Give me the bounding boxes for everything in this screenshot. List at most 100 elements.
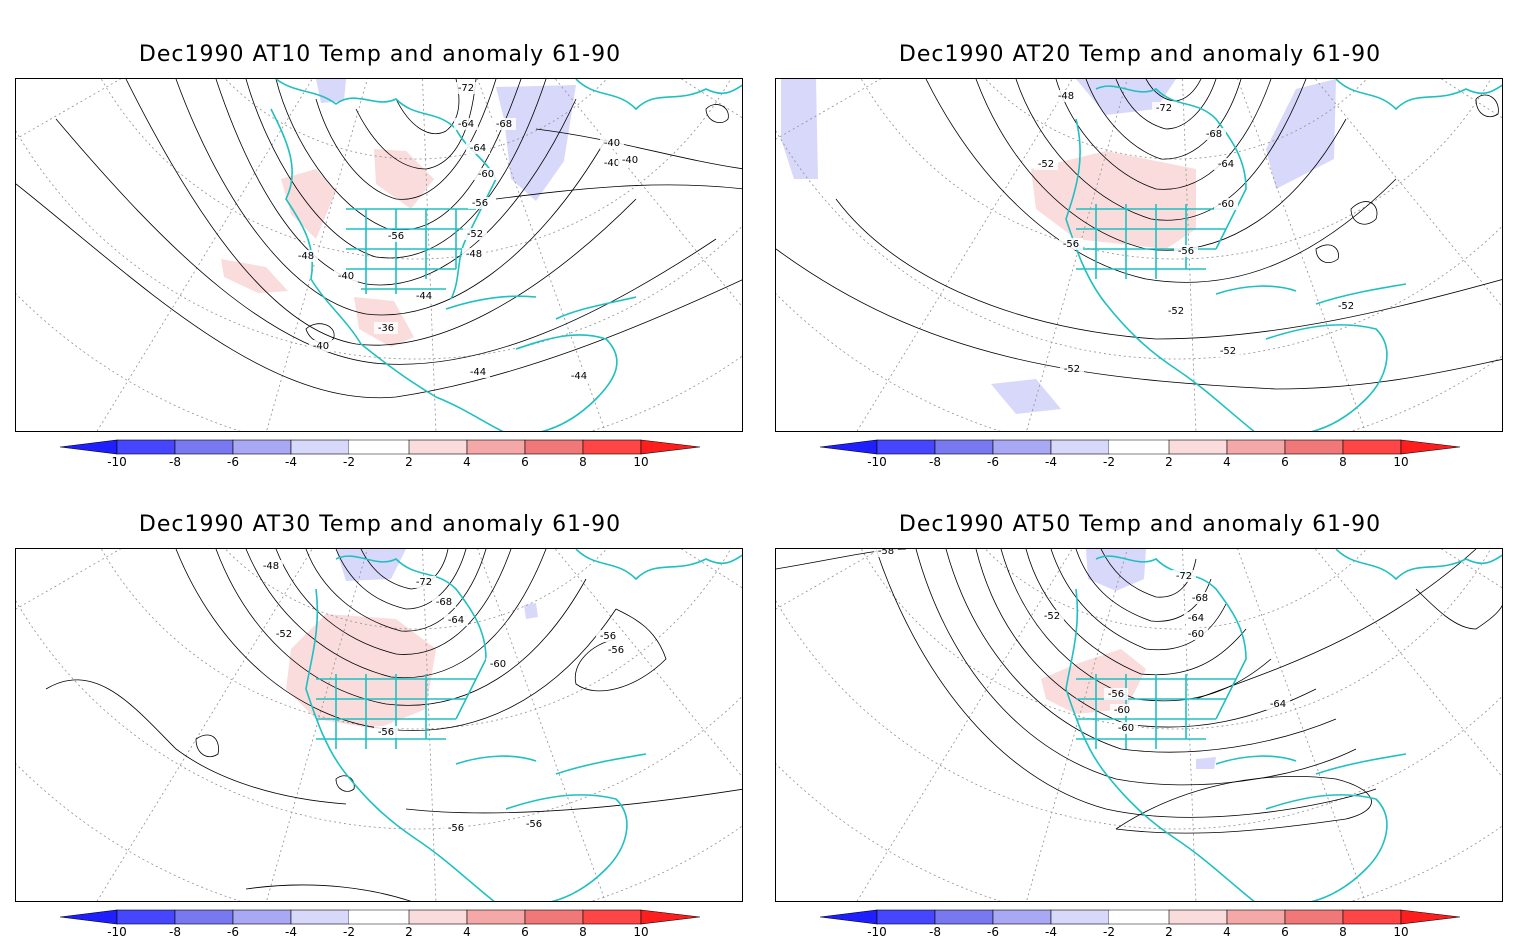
colorbar-swatch [232,909,292,925]
colorbar-swatch [59,439,118,455]
contour-label: -72 [416,577,432,588]
contour-label-bg [374,322,398,334]
colorbar-outline [1109,439,1169,455]
contour-label-bg [334,270,358,282]
contour-label-bg [1334,300,1358,312]
coastlines [1065,549,1502,901]
colorbar-tick-label: 2 [1165,925,1173,939]
colorbar-tick-label: 2 [405,925,413,939]
pos-anomaly-region [374,149,434,209]
map-plot: -72-68-64-64-60-56-56 -52-48 -48-44-40-40-… [16,79,742,431]
contour-label: -60 [1188,629,1204,640]
colorbar-swatch [934,909,994,925]
anomaly-shading [781,79,1336,414]
contour-label-bg [432,596,456,608]
contour-label-bg [1164,305,1188,317]
contour-label: -56 [472,198,488,209]
neg-anomaly-region [1266,79,1336,189]
colorbar-tick-label: 6 [1281,925,1289,939]
contour-label-bg [444,822,468,834]
colorbar-tick-label: 6 [1281,455,1289,469]
pos-anomaly-region [1031,151,1196,249]
contour-labels: -48 -72 -68 -64 -52 -60 -56 -56 -56 -56 -56 [259,560,628,834]
panel-title: Dec1990 AT10 Temp and anomaly 61-90 [138,42,622,67]
panel-title: Dec1990 AT20 Temp and anomaly 61-90 [898,42,1382,67]
coastlines [1065,79,1502,431]
contour-label-bg [412,576,436,588]
colorbar-swatch [582,439,642,455]
contour-label: -68 [1206,129,1222,140]
colorbar-swatch [1050,909,1110,925]
colorbar-tick-label: 10 [1393,925,1408,939]
contour-label: -40 [338,271,354,282]
contour-label-bg [454,82,478,94]
contour-label: -52 [1038,159,1054,170]
map-frame: -72 -68 -64 -64 -60 -56 -56 -52 -48 -48 -44 -40 -40-… [15,78,743,432]
contour-label-bg [259,560,283,572]
colorbar-tick-label: 10 [1393,455,1408,469]
colorbar-swatch [1400,439,1461,455]
contour-label: -52 [1338,301,1354,312]
colorbar-tick-label: -2 [1103,455,1115,469]
contour-label-bg [1188,592,1212,604]
colorbar-swatch [819,439,878,455]
contour-label: -36 [378,323,394,334]
contour-label-bg [1214,198,1238,210]
colorbar-tick-label: -2 [343,455,355,469]
colorbar-tick-label: -10 [107,925,127,939]
colorbar-tick-label: 8 [579,455,587,469]
contour-label: -40 [313,341,329,352]
contour-label: -56 [388,231,404,242]
contour-label-bg [1216,345,1240,357]
contour-label: -44 [470,367,486,378]
colorbar-swatch [1050,439,1110,455]
contour-label-bg [309,340,333,352]
contour-label: -68 [436,597,452,608]
colorbar-tick-label: 8 [1339,925,1347,939]
colorbar-tick-label: -6 [987,925,999,939]
contours [45,549,742,901]
contour-label-bg [1184,628,1208,640]
colorbar-tick-label: -4 [1045,925,1057,939]
contour-label: -52 [1064,364,1080,375]
contour-label: -52 [1220,346,1236,357]
contour-label: -72 [458,83,474,94]
contour-label: -58 [878,549,894,557]
lat-lon-grid [776,549,1502,901]
colorbar-tick-label: -10 [107,455,127,469]
pos-anomaly-region [286,614,436,729]
colorbar-tick-label: 4 [1223,455,1231,469]
neg-anomaly-region [1076,79,1176,115]
colorbar-swatch [466,909,526,925]
colorbar-swatch [290,439,350,455]
colorbar-swatch [1400,909,1461,925]
contour-label-bg [492,118,516,130]
colorbar-swatch [59,909,118,925]
contour-label: -52 [276,629,292,640]
colorbar-swatch [349,910,409,924]
colorbar-tick-label: -2 [343,925,355,939]
contour-label-bg [874,549,898,557]
colorbar-tick-label: 2 [1165,455,1173,469]
colorbar-tick-label: -8 [929,925,941,939]
contour-label-bg [1202,128,1226,140]
colorbar-tick-label: -8 [929,455,941,469]
contours [776,549,1502,834]
panel-at20: Dec1990 AT20 Temp and anomaly 61-90 [760,0,1520,470]
colorbar-swatch [876,439,936,455]
pos-anomaly-region [221,259,288,293]
contour-label: -56 [1178,246,1194,257]
colorbar-swatch [408,439,468,455]
contour-label-bg [567,370,591,382]
colorbar-swatch [290,909,350,925]
contour-label: -52 [1168,306,1184,317]
contours [776,79,1502,390]
contour-label-bg [1114,722,1138,734]
colorbar-swatch [1284,909,1344,925]
contour-label: -60 [490,659,506,670]
contour-label-bg [444,614,468,626]
lat-lon-grid [776,79,1502,431]
contour-label-bg [1034,158,1058,170]
contour-label-bg [1054,90,1078,102]
contour-label-bg [454,118,478,130]
